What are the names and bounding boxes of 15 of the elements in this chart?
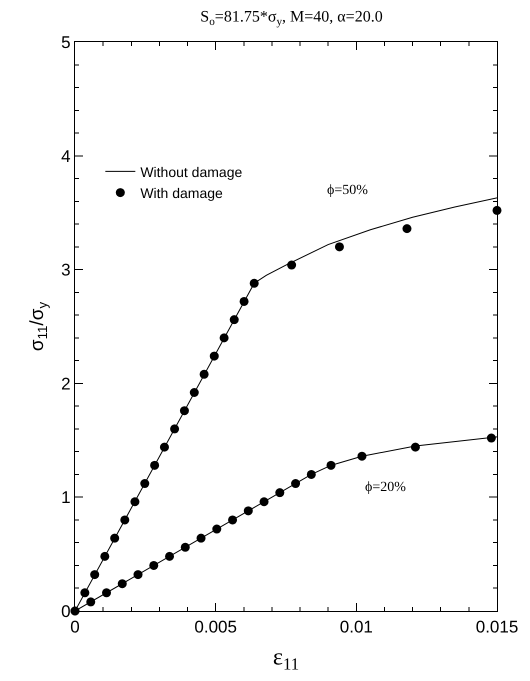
x-axis-title: ε$_{11}$ — [272, 644, 300, 674]
y-tick-label: 5 — [61, 32, 71, 52]
chart-title: S$_{o}$=81.75*σ$_{y}$, M=40, α=20.0 — [200, 8, 383, 28]
x-tick-label: 0.015 — [476, 617, 518, 636]
x-tick-label: 0.01 — [340, 617, 373, 636]
y-tick-label: 1 — [61, 488, 71, 508]
y-tick-label: 0 — [61, 602, 71, 621]
x-tick-label: 0.005 — [194, 617, 237, 636]
y-tick-label: 2 — [61, 374, 71, 394]
annotation: ϕ=20% — [365, 480, 406, 495]
y-tick-label: 4 — [61, 146, 71, 166]
legend-label: With damage — [140, 185, 224, 202]
legend-label: Without damage — [140, 164, 242, 180]
y-tick-label: 3 — [61, 260, 71, 280]
annotation: ϕ=50% — [327, 183, 368, 198]
